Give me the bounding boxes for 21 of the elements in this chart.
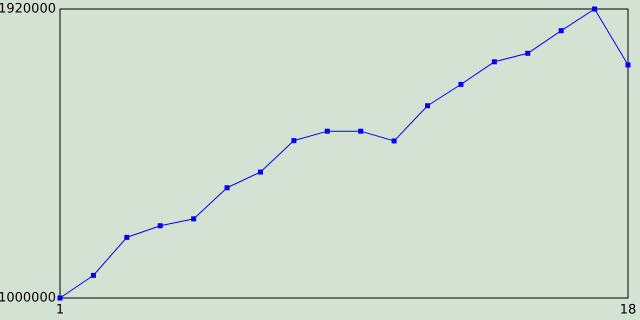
- point: [558, 28, 564, 34]
- point: [458, 82, 464, 87]
- point: [291, 138, 296, 144]
- point: [592, 6, 598, 12]
- x-tick-label: 1: [56, 302, 64, 318]
- line-series: [58, 6, 630, 300]
- point: [324, 128, 330, 134]
- point: [525, 50, 530, 56]
- point: [358, 128, 364, 134]
- point: [158, 223, 163, 228]
- point: [258, 170, 263, 175]
- point: [58, 296, 62, 300]
- point: [124, 234, 130, 240]
- point: [191, 216, 196, 222]
- point: [425, 103, 430, 108]
- point: [90, 272, 96, 278]
- point: [392, 138, 397, 144]
- x-tick-label: 18: [620, 302, 636, 318]
- point: [492, 59, 497, 64]
- point: [224, 185, 230, 190]
- point: [626, 62, 630, 68]
